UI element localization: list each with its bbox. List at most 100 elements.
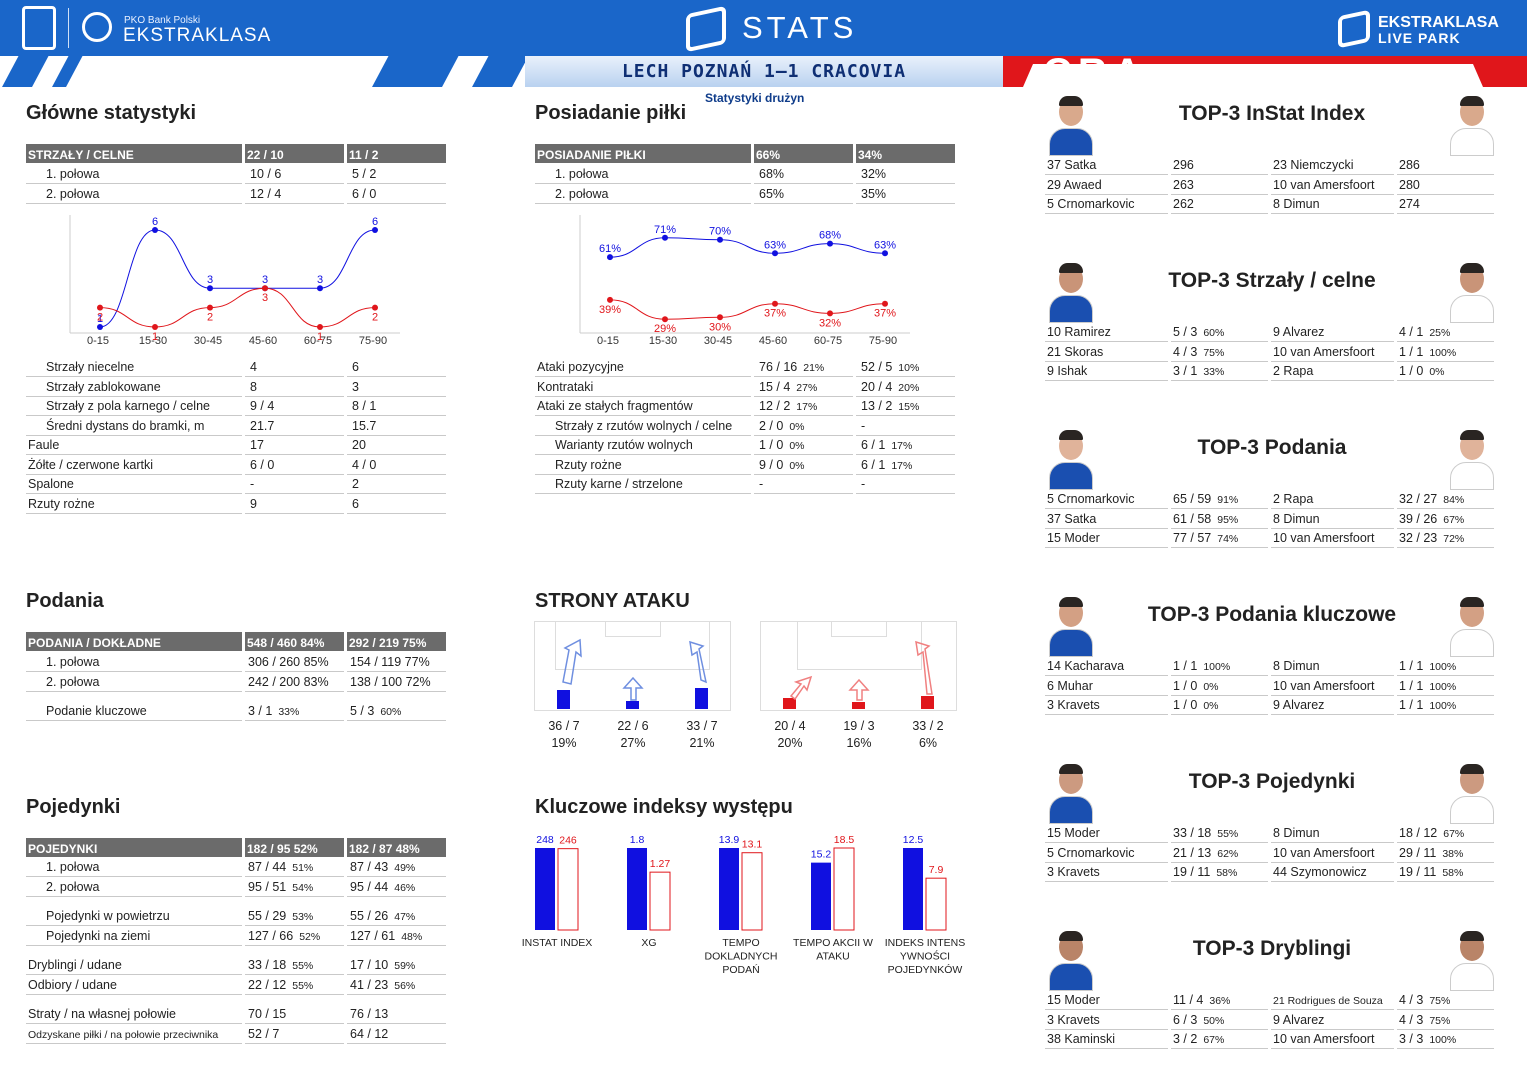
cell-percent: 0% (789, 420, 805, 433)
cell-value: 2 / 0 (759, 418, 784, 433)
passes-header-0: PODANIA / DOKŁADNE (26, 632, 242, 651)
top3-row-cell: 11 / 4 36% (1171, 991, 1268, 1010)
cell-value: 263 (1173, 177, 1194, 192)
category-label: INDEKS INTENS (885, 937, 966, 949)
cell-value: 21 Skoras (1047, 344, 1104, 359)
match-title: LECH POZNAŃ 1–1 CRACOVIA (621, 61, 907, 82)
cell-value: 17 / 10 (350, 958, 389, 972)
cell-value: 10 van Amersfoort (1273, 177, 1375, 192)
away-bar (557, 848, 579, 931)
data-label: 2 (207, 312, 213, 324)
cell-value: Rzuty karne / strzelone (555, 477, 683, 491)
cell-percent: 100% (1429, 1034, 1457, 1046)
cell-percent: 33% (1203, 366, 1225, 378)
cell-value: 17 (250, 438, 264, 452)
section-key-indexes: Kluczowe indeksy występu (535, 796, 793, 818)
away-bar-label: 18.5 (834, 834, 855, 846)
duels-row-cell: 127 / 66 52% (245, 927, 344, 946)
player-avatar (1446, 428, 1498, 490)
cell-value: 5 / 3 (350, 704, 375, 718)
top3-row-cell: 6 Muhar (1045, 677, 1168, 696)
top3-row-cell: 65 / 59 91% (1171, 490, 1268, 509)
duels-row-cell: 33 / 18 55% (245, 956, 344, 975)
cell-value: 1 / 0 (1173, 678, 1198, 693)
x-tick-label: 0-15 (597, 335, 619, 347)
data-point (97, 304, 103, 311)
home-bar-label: 248 (536, 834, 554, 846)
away-crest-band: CRA (1003, 56, 1527, 87)
cell-value: 32% (861, 167, 887, 181)
category-label: ATAKU (816, 951, 849, 963)
top3-row-cell: 21 / 13 62% (1171, 844, 1268, 863)
series-line (99, 287, 376, 328)
cell-value: 39 / 26 (1399, 511, 1438, 526)
cell-percent: 0% (789, 440, 805, 452)
sponsor-name: PKO Bank Polski (124, 15, 201, 26)
home-bar (627, 848, 647, 930)
cell-percent: 100% (1429, 700, 1457, 712)
stats-logo-icon (686, 5, 726, 53)
top3-row-cell: 10 van Amersfoort (1271, 1030, 1394, 1049)
cell-value: 4 (250, 360, 257, 374)
cell-value: 21.7 (250, 418, 275, 433)
category-label: YWNOŚCI (900, 950, 950, 963)
top3-row-cell: 10 van Amersfoort (1271, 343, 1394, 362)
category-label: TEMPO AKCII W (793, 937, 873, 949)
data-label: 32% (819, 317, 841, 329)
poss-stat-row-cell: 6 / 1 17% (856, 456, 955, 475)
top3-row-cell: 1 / 1 100% (1171, 657, 1268, 676)
top3-row-cell: 1 / 0 0% (1397, 362, 1494, 381)
away-bar-label: 7.9 (929, 864, 944, 876)
top3-row-cell: 4 / 1 25% (1397, 323, 1494, 342)
top3-row-cell: 61 / 58 95% (1171, 510, 1268, 529)
cell-value: 15 Moder (1047, 531, 1100, 545)
cell-value: 52 / 5 (861, 360, 893, 374)
away-bar (649, 871, 671, 931)
cell-value: 2 Rapa (1273, 364, 1314, 378)
cell-percent: 59% (394, 960, 416, 972)
cell-value: 1. połowa (46, 167, 100, 181)
top3-row-cell: 32 / 23 72% (1397, 529, 1494, 548)
data-point (662, 234, 668, 241)
duels-row-cell: 22 / 12 55% (245, 976, 344, 995)
cell-value: Straty / na własnej połowie (28, 1007, 176, 1021)
series-line (609, 299, 886, 320)
top3-title: TOP-3 Strzały / celne (1168, 269, 1376, 292)
poss-stat-row-cell: 6 / 1 17% (856, 436, 955, 455)
top3-row-cell: 6 / 3 50% (1171, 1011, 1268, 1030)
player-avatar (1446, 261, 1498, 323)
main-row-cell: 20 (347, 436, 446, 455)
cell-percent: 56% (394, 980, 416, 992)
main-row-cell: 6 / 0 (245, 456, 344, 475)
cell-value: 10 van Amersfoort (1273, 1032, 1375, 1046)
cell-percent: 67% (1443, 513, 1465, 526)
cell-percent: 67% (1203, 1034, 1225, 1046)
poss-stat-row-cell: Ataki ze stałych fragmentów (535, 397, 751, 416)
cell-value: 3 / 3 (1399, 1032, 1424, 1046)
data-label: 71% (654, 224, 676, 236)
top3-row-cell: 4 / 3 75% (1171, 343, 1268, 362)
cell-value: 70 / 15 (248, 1007, 287, 1021)
cell-value: 1 / 1 (1399, 344, 1424, 359)
data-label: 39% (599, 304, 621, 316)
duels-header-0: POJEDYNKI (26, 838, 242, 857)
poss-row-cell: 1. połowa (535, 165, 751, 184)
top3-row-cell: 1 / 0 0% (1171, 696, 1268, 715)
cell-value: 15.7 (352, 418, 377, 433)
cell-value: 19 / 11 (1173, 865, 1211, 879)
top3-title: TOP-3 Pojedynki (1188, 770, 1356, 793)
stats-title: STATS (742, 10, 858, 45)
cell-percent: 74% (1217, 533, 1239, 545)
duels-row-cell: 87 / 43 49% (347, 858, 446, 877)
cell-value: 1 / 0 (759, 438, 784, 452)
key-indexes-chart: 248 246 INSTAT INDEX 1.8 1.27 XG 13.9 13.1 TEMPO… (522, 834, 966, 976)
cell-percent: 72% (1443, 533, 1465, 545)
cell-percent: 0% (789, 459, 805, 472)
data-point (372, 227, 378, 233)
cell-value: 33 / 18 (248, 958, 287, 972)
cell-value: 4 / 3 (1399, 993, 1424, 1007)
shots-row-cell: 10 / 6 (245, 165, 344, 184)
top3-row-cell: 286 (1397, 156, 1494, 175)
duels-row-cell: 52 / 7 (245, 1025, 344, 1044)
main-row-cell: 9 / 4 (245, 397, 344, 416)
